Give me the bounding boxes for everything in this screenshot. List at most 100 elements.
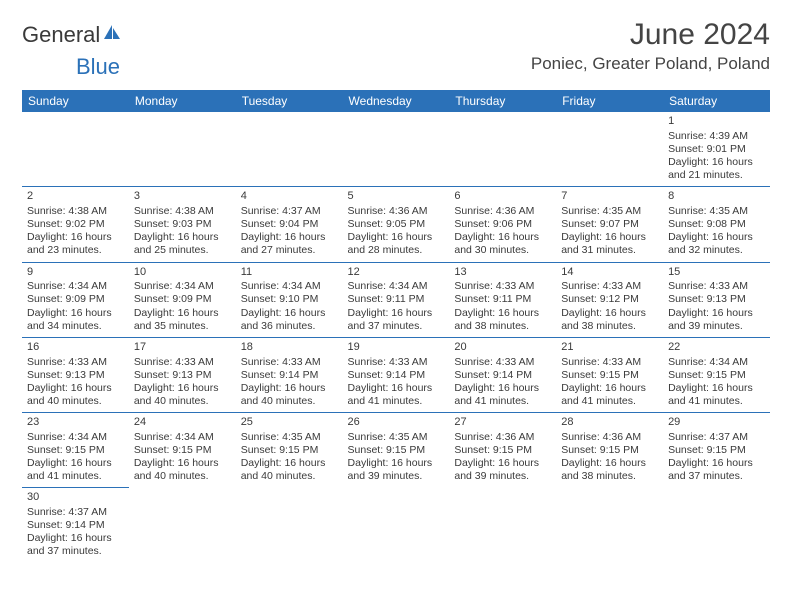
sunset-text: Sunset: 9:15 PM: [241, 444, 338, 457]
sunset-text: Sunset: 9:04 PM: [241, 218, 338, 231]
calendar-cell: 27Sunrise: 4:36 AMSunset: 9:15 PMDayligh…: [449, 413, 556, 488]
day-number: 20: [454, 341, 551, 355]
sunset-text: Sunset: 9:03 PM: [134, 218, 231, 231]
daylight-text: Daylight: 16 hours and 40 minutes.: [134, 457, 231, 483]
sunrise-text: Sunrise: 4:33 AM: [27, 356, 124, 369]
sunrise-text: Sunrise: 4:33 AM: [348, 356, 445, 369]
sunrise-text: Sunrise: 4:34 AM: [134, 280, 231, 293]
daylight-text: Daylight: 16 hours and 35 minutes.: [134, 307, 231, 333]
sunset-text: Sunset: 9:05 PM: [348, 218, 445, 231]
logo-text-general: General: [22, 22, 100, 48]
sunset-text: Sunset: 9:14 PM: [348, 369, 445, 382]
weekday-header: Monday: [129, 90, 236, 112]
calendar-cell: 22Sunrise: 4:34 AMSunset: 9:15 PMDayligh…: [663, 337, 770, 412]
weekday-header: Friday: [556, 90, 663, 112]
calendar-cell: 23Sunrise: 4:34 AMSunset: 9:15 PMDayligh…: [22, 413, 129, 488]
sunrise-text: Sunrise: 4:35 AM: [241, 431, 338, 444]
calendar-cell: [129, 488, 236, 563]
day-number: 6: [454, 190, 551, 204]
sunrise-text: Sunrise: 4:37 AM: [668, 431, 765, 444]
daylight-text: Daylight: 16 hours and 23 minutes.: [27, 231, 124, 257]
daylight-text: Daylight: 16 hours and 28 minutes.: [348, 231, 445, 257]
day-number: 14: [561, 266, 658, 280]
day-number: 21: [561, 341, 658, 355]
calendar-cell: 10Sunrise: 4:34 AMSunset: 9:09 PMDayligh…: [129, 262, 236, 337]
daylight-text: Daylight: 16 hours and 40 minutes.: [134, 382, 231, 408]
month-title: June 2024: [531, 18, 770, 52]
day-number: 15: [668, 266, 765, 280]
sunset-text: Sunset: 9:15 PM: [668, 369, 765, 382]
weekday-header: Saturday: [663, 90, 770, 112]
sunset-text: Sunset: 9:14 PM: [241, 369, 338, 382]
daylight-text: Daylight: 16 hours and 37 minutes.: [668, 457, 765, 483]
daylight-text: Daylight: 16 hours and 32 minutes.: [668, 231, 765, 257]
sunrise-text: Sunrise: 4:33 AM: [241, 356, 338, 369]
sunset-text: Sunset: 9:13 PM: [27, 369, 124, 382]
weekday-header: Sunday: [22, 90, 129, 112]
calendar-cell: [556, 112, 663, 187]
sunrise-text: Sunrise: 4:36 AM: [348, 205, 445, 218]
logo: General: [22, 22, 122, 48]
daylight-text: Daylight: 16 hours and 37 minutes.: [27, 532, 124, 558]
sunrise-text: Sunrise: 4:36 AM: [454, 431, 551, 444]
day-number: 13: [454, 266, 551, 280]
calendar-cell: 14Sunrise: 4:33 AMSunset: 9:12 PMDayligh…: [556, 262, 663, 337]
daylight-text: Daylight: 16 hours and 38 minutes.: [561, 457, 658, 483]
sunset-text: Sunset: 9:07 PM: [561, 218, 658, 231]
day-number: 18: [241, 341, 338, 355]
calendar-cell: [343, 488, 450, 563]
day-number: 29: [668, 416, 765, 430]
calendar-cell: 11Sunrise: 4:34 AMSunset: 9:10 PMDayligh…: [236, 262, 343, 337]
calendar-cell: [663, 488, 770, 563]
daylight-text: Daylight: 16 hours and 41 minutes.: [27, 457, 124, 483]
calendar-cell: 16Sunrise: 4:33 AMSunset: 9:13 PMDayligh…: [22, 337, 129, 412]
calendar-cell: [556, 488, 663, 563]
sunset-text: Sunset: 9:01 PM: [668, 143, 765, 156]
daylight-text: Daylight: 16 hours and 27 minutes.: [241, 231, 338, 257]
sunrise-text: Sunrise: 4:33 AM: [561, 356, 658, 369]
daylight-text: Daylight: 16 hours and 40 minutes.: [241, 457, 338, 483]
sunrise-text: Sunrise: 4:38 AM: [27, 205, 124, 218]
calendar-cell: [236, 488, 343, 563]
calendar-cell: 13Sunrise: 4:33 AMSunset: 9:11 PMDayligh…: [449, 262, 556, 337]
day-number: 26: [348, 416, 445, 430]
weekday-header: Wednesday: [343, 90, 450, 112]
sunset-text: Sunset: 9:08 PM: [668, 218, 765, 231]
calendar-cell: 7Sunrise: 4:35 AMSunset: 9:07 PMDaylight…: [556, 187, 663, 262]
daylight-text: Daylight: 16 hours and 39 minutes.: [668, 307, 765, 333]
location-text: Poniec, Greater Poland, Poland: [531, 54, 770, 74]
sunrise-text: Sunrise: 4:33 AM: [454, 356, 551, 369]
calendar-cell: 26Sunrise: 4:35 AMSunset: 9:15 PMDayligh…: [343, 413, 450, 488]
day-number: 10: [134, 266, 231, 280]
sunset-text: Sunset: 9:15 PM: [134, 444, 231, 457]
sunrise-text: Sunrise: 4:33 AM: [134, 356, 231, 369]
day-number: 1: [668, 115, 765, 129]
weekday-header-row: Sunday Monday Tuesday Wednesday Thursday…: [22, 90, 770, 112]
daylight-text: Daylight: 16 hours and 25 minutes.: [134, 231, 231, 257]
day-number: 7: [561, 190, 658, 204]
day-number: 9: [27, 266, 124, 280]
calendar-row: 9Sunrise: 4:34 AMSunset: 9:09 PMDaylight…: [22, 262, 770, 337]
sunset-text: Sunset: 9:15 PM: [561, 369, 658, 382]
day-number: 17: [134, 341, 231, 355]
daylight-text: Daylight: 16 hours and 38 minutes.: [454, 307, 551, 333]
calendar-cell: 30Sunrise: 4:37 AMSunset: 9:14 PMDayligh…: [22, 488, 129, 563]
title-block: June 2024 Poniec, Greater Poland, Poland: [531, 18, 770, 74]
calendar-cell: 21Sunrise: 4:33 AMSunset: 9:15 PMDayligh…: [556, 337, 663, 412]
calendar-cell: 5Sunrise: 4:36 AMSunset: 9:05 PMDaylight…: [343, 187, 450, 262]
calendar-cell: [22, 112, 129, 187]
sunrise-text: Sunrise: 4:35 AM: [668, 205, 765, 218]
sunrise-text: Sunrise: 4:33 AM: [668, 280, 765, 293]
day-number: 4: [241, 190, 338, 204]
day-number: 2: [27, 190, 124, 204]
day-number: 11: [241, 266, 338, 280]
sunset-text: Sunset: 9:13 PM: [668, 293, 765, 306]
calendar-cell: 4Sunrise: 4:37 AMSunset: 9:04 PMDaylight…: [236, 187, 343, 262]
calendar-cell: 17Sunrise: 4:33 AMSunset: 9:13 PMDayligh…: [129, 337, 236, 412]
day-number: 12: [348, 266, 445, 280]
daylight-text: Daylight: 16 hours and 39 minutes.: [454, 457, 551, 483]
calendar-cell: [449, 488, 556, 563]
day-number: 25: [241, 416, 338, 430]
sunset-text: Sunset: 9:15 PM: [668, 444, 765, 457]
daylight-text: Daylight: 16 hours and 21 minutes.: [668, 156, 765, 182]
